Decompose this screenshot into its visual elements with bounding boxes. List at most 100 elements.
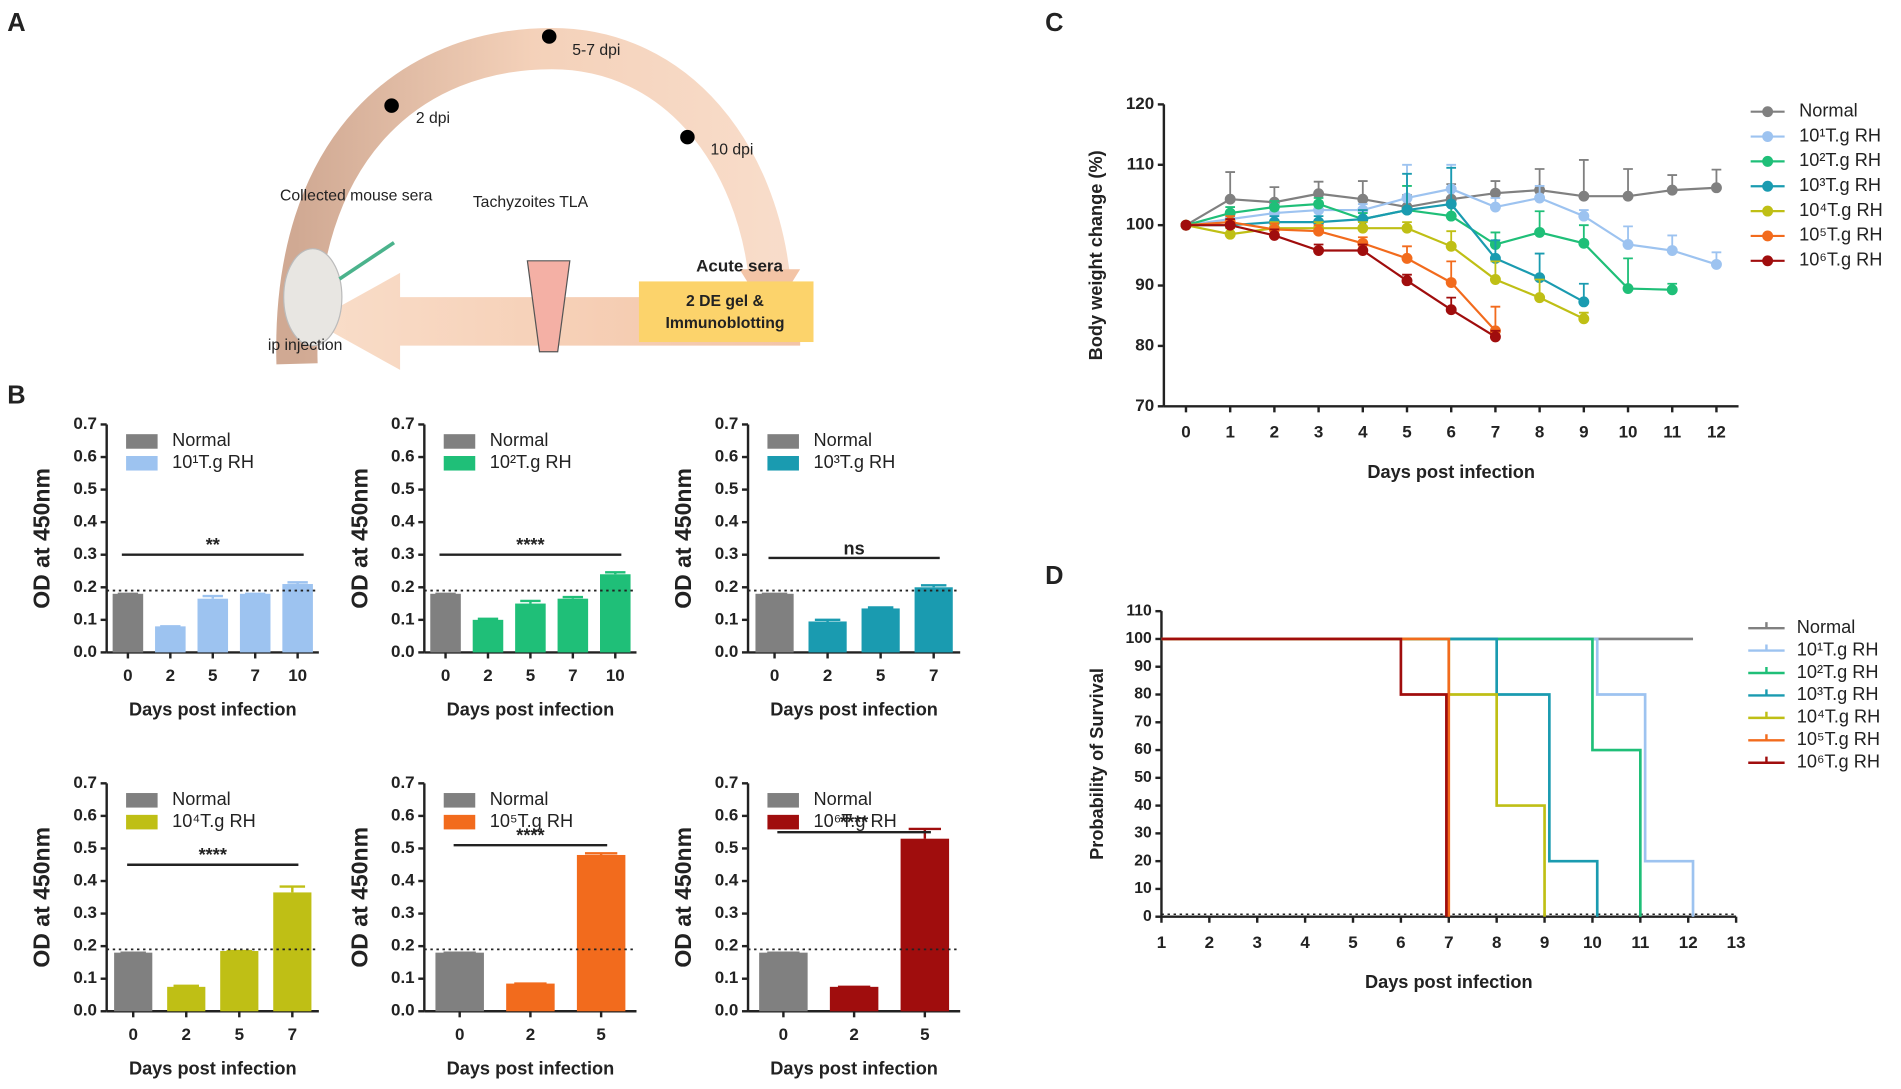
x-tick-label: 0 [123, 666, 132, 685]
legend-line [1748, 711, 1785, 720]
mouse-icon [541, 29, 557, 44]
significance-label: ** [206, 535, 221, 555]
x-tick-label: 6 [1446, 422, 1455, 441]
y-tick-label: 90 [1135, 275, 1154, 294]
legend-marker [1762, 230, 1774, 242]
y-axis-label: OD at 450nm [29, 468, 55, 609]
error-bar [173, 984, 199, 988]
y-tick-label: 0.5 [391, 838, 415, 857]
x-tick-label: 7 [1444, 933, 1453, 952]
y-tick-label: 0.2 [391, 936, 415, 955]
bar [155, 626, 186, 653]
legend-label: Normal [172, 789, 231, 809]
x-tick-label: 12 [1707, 422, 1726, 441]
y-tick-label: 0.1 [73, 968, 97, 987]
bar [829, 986, 879, 1012]
x-tick-label: 5 [235, 1025, 244, 1044]
data-point [1534, 226, 1546, 238]
data-point [1401, 222, 1413, 234]
y-tick-label: 70 [1134, 713, 1152, 730]
y-tick-label: 0.3 [73, 903, 97, 922]
y-tick-label: 0.1 [715, 968, 739, 987]
x-tick-label: 3 [1253, 933, 1262, 952]
y-tick-label: 0.0 [73, 1001, 97, 1020]
x-tick-label: 6 [1396, 933, 1405, 952]
data-point [1224, 219, 1236, 231]
step-label: Acute sera [696, 256, 783, 275]
y-tick-label: 0.6 [73, 805, 97, 824]
legend-swatch [443, 793, 476, 808]
y-tick-label: 40 [1134, 797, 1152, 814]
x-tick-label: 9 [1579, 422, 1588, 441]
data-point [1534, 192, 1546, 204]
data-point [1268, 201, 1280, 213]
data-point [1445, 210, 1457, 222]
bar [282, 584, 313, 653]
bar [515, 603, 546, 653]
x-tick-label: 5 [876, 666, 885, 685]
data-point [1268, 229, 1280, 241]
bar [167, 986, 206, 1012]
y-tick-label: 0.0 [73, 642, 97, 661]
legend-marker [1762, 131, 1774, 142]
x-tick-label: 0 [441, 666, 450, 685]
data-point [1489, 201, 1501, 213]
data-point [1224, 228, 1236, 240]
step-label: Collected mouse sera [280, 188, 433, 205]
y-tick-label: 50 [1134, 769, 1152, 786]
data-point [1710, 182, 1722, 194]
bar [506, 983, 555, 1012]
x-tick-label: 0 [770, 666, 779, 685]
bar [557, 598, 589, 653]
bar [197, 598, 229, 653]
data-point [1578, 296, 1590, 308]
x-tick-label: 0 [779, 1025, 788, 1044]
error-bar [584, 852, 618, 855]
series-line [1185, 224, 1496, 338]
panel-label: A [7, 9, 25, 37]
y-tick-label: 0.3 [715, 544, 739, 563]
legend-swatch [767, 434, 799, 449]
error-bar [1402, 172, 1412, 211]
legend-label: 10³T.g RH [814, 452, 896, 472]
data-point [1666, 184, 1678, 196]
y-tick-label: 0 [1143, 908, 1152, 925]
data-point [1489, 187, 1501, 199]
bar [273, 892, 312, 1012]
bar [435, 952, 484, 1012]
data-point [1622, 190, 1634, 202]
x-tick-label: 10 [606, 666, 625, 685]
legend-swatch [767, 455, 799, 471]
legend-label: 10⁵T.g RH [490, 811, 573, 831]
data-point [1401, 204, 1413, 216]
x-tick-label: 7 [250, 666, 259, 685]
y-tick-label: 0.6 [73, 447, 97, 466]
legend-swatch [443, 434, 476, 449]
y-tick-label: 0.1 [391, 968, 415, 987]
panel-label: C [1045, 9, 1063, 37]
legend-swatch [767, 814, 799, 830]
y-tick-label: 0.3 [715, 903, 739, 922]
x-tick-label: 1 [1157, 933, 1166, 952]
x-tick-label: 7 [288, 1025, 297, 1044]
legend-label: 10¹T.g RH [1799, 125, 1881, 145]
x-tick-label: 9 [1540, 933, 1549, 952]
x-tick-label: 5 [526, 666, 535, 685]
legend-swatch [126, 793, 158, 808]
y-axis-label: OD at 450nm [346, 468, 372, 609]
legend-marker [1762, 205, 1774, 217]
y-tick-label: 0.2 [391, 577, 415, 596]
data-point [1357, 222, 1369, 234]
series-line [1185, 202, 1585, 303]
x-tick-label: 1 [1225, 422, 1234, 441]
y-tick-label: 0.4 [73, 512, 97, 531]
bar [114, 952, 153, 1012]
legend-swatch [767, 793, 799, 808]
data-point [1445, 277, 1457, 288]
y-axis-label: OD at 450nm [670, 827, 696, 968]
y-tick-label: 0.5 [73, 479, 97, 498]
legend-label: Normal [490, 789, 549, 809]
y-tick-label: 0.4 [715, 512, 739, 531]
legend-label: Normal [814, 430, 873, 450]
x-tick-label: 4 [1358, 422, 1368, 441]
